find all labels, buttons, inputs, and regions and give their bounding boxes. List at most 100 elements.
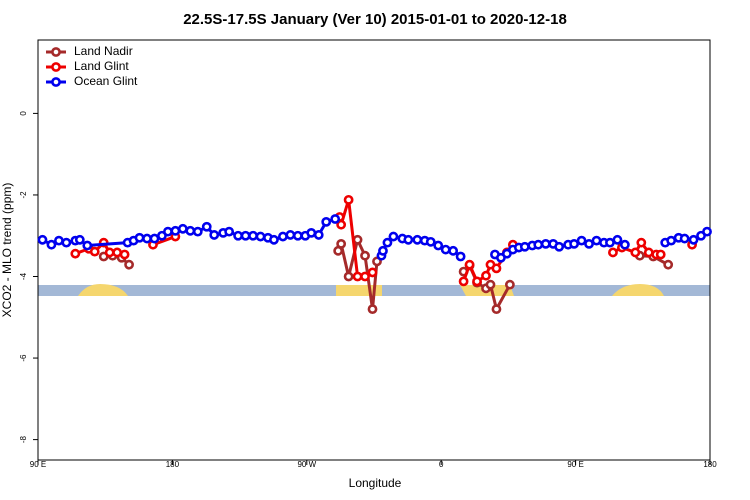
data-point — [201, 221, 212, 232]
data-point — [336, 219, 347, 230]
data-point — [440, 244, 451, 255]
data-point — [54, 235, 64, 246]
data-point — [702, 226, 712, 237]
data-point — [458, 276, 469, 287]
data-point — [630, 247, 641, 258]
data-point — [663, 259, 674, 270]
data-point — [336, 238, 347, 249]
data-point — [612, 234, 623, 245]
data-point — [584, 238, 594, 249]
data-point — [464, 259, 475, 270]
legend-marker — [51, 77, 61, 87]
data-point — [170, 225, 181, 236]
chart-title: 22.5S-17.5S January (Ver 10) 2015-01-01 … — [183, 11, 567, 28]
data-point — [504, 279, 515, 290]
x-tick-label: 90 E — [30, 460, 46, 469]
data-point — [185, 225, 196, 236]
data-point — [367, 267, 378, 278]
data-point — [360, 271, 370, 282]
data-point — [285, 230, 296, 240]
y-tick-label: -8 — [19, 436, 28, 444]
data-point — [655, 249, 666, 260]
data-point — [192, 226, 203, 237]
data-point — [61, 237, 72, 248]
data-point — [636, 237, 647, 248]
data-point — [343, 271, 354, 282]
data-point — [491, 304, 502, 315]
data-point — [481, 270, 491, 281]
y-tick-label: -4 — [19, 272, 28, 280]
data-point — [343, 194, 354, 205]
data-point — [248, 230, 258, 241]
data-point — [412, 234, 423, 245]
data-point — [576, 235, 587, 246]
legend-label: Land Nadir — [74, 44, 133, 58]
data-point — [112, 247, 123, 258]
series — [37, 214, 712, 263]
data-point — [425, 236, 436, 247]
data-point — [119, 249, 130, 260]
data-point — [378, 245, 388, 256]
data-point — [163, 226, 173, 237]
data-point — [142, 233, 152, 244]
data-point — [46, 239, 57, 250]
data-point — [82, 240, 93, 251]
data-point — [608, 247, 618, 258]
data-point — [448, 245, 459, 256]
data-point — [149, 233, 160, 244]
data-point — [292, 230, 303, 241]
data-point — [124, 259, 134, 270]
data-point — [455, 251, 466, 262]
data-point — [352, 271, 363, 282]
data-point — [313, 230, 324, 240]
data-point — [491, 263, 502, 274]
data-point — [177, 223, 188, 234]
x-axis-label: Longitude — [349, 476, 402, 490]
data-point — [554, 241, 565, 252]
data-point — [485, 279, 496, 290]
data-point — [209, 230, 220, 240]
legend-marker — [51, 62, 61, 72]
data-point — [233, 230, 244, 241]
data-point — [269, 234, 279, 245]
data-point — [37, 234, 48, 245]
data-point — [321, 216, 332, 227]
data-point — [519, 241, 530, 252]
data-point — [240, 230, 251, 241]
data-point — [360, 250, 370, 261]
legend-label: Land Glint — [74, 59, 129, 73]
data-point — [591, 235, 602, 246]
x-tick-label: 90 W — [297, 460, 316, 469]
data-point — [688, 234, 699, 245]
data-point — [605, 237, 615, 248]
data-point — [104, 247, 115, 258]
data-point — [643, 247, 654, 258]
x-tick-label: 0 — [439, 460, 444, 469]
data-point — [74, 234, 85, 245]
data-point — [433, 240, 444, 251]
x-tick-label: 180 — [703, 460, 717, 469]
data-point — [666, 235, 677, 246]
data-point — [533, 239, 544, 250]
data-point — [255, 231, 266, 242]
data-point — [134, 232, 145, 243]
data-point — [472, 276, 482, 287]
x-tick-label: 180 — [166, 460, 180, 469]
land-strip — [612, 284, 664, 296]
data-point — [70, 248, 81, 259]
data-point — [89, 246, 100, 257]
data-point — [569, 238, 580, 249]
data-point — [306, 227, 317, 238]
data-point — [403, 234, 414, 245]
data-point — [367, 304, 378, 315]
y-tick-label: -2 — [19, 191, 28, 199]
land-strip — [78, 284, 128, 296]
y-tick-label: -6 — [19, 354, 28, 362]
series — [70, 194, 697, 287]
y-axis-label: XCO2 - MLO trend (ppm) — [0, 183, 14, 318]
x-tick-label: 90 E — [567, 460, 583, 469]
data-point — [278, 231, 288, 242]
data-point — [619, 239, 630, 250]
